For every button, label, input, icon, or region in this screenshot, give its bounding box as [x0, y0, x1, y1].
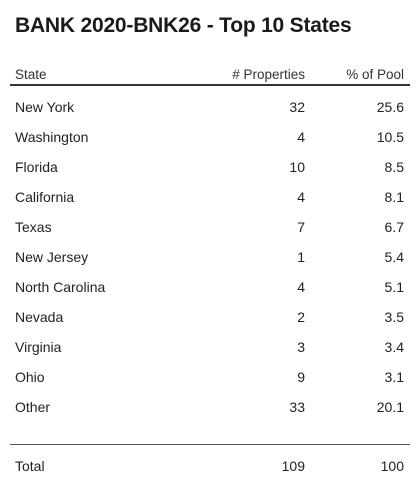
pct-pool-cell: 20.1	[376, 399, 404, 415]
total-label: Total	[15, 458, 45, 474]
state-cell: Other	[15, 399, 51, 415]
properties-cell: 4	[297, 189, 305, 205]
total-properties: 109	[281, 458, 305, 474]
properties-cell: 4	[297, 279, 305, 295]
table-row: Other 33 20.1	[10, 393, 410, 423]
pct-pool-cell: 3.5	[384, 309, 404, 325]
pct-pool-cell: 6.7	[384, 219, 404, 235]
state-cell: New York	[15, 99, 75, 115]
table-header: State # Properties % of Pool	[10, 60, 410, 86]
table-row: North Carolina 4 5.1	[10, 273, 410, 303]
table-row: Florida 10 8.5	[10, 153, 410, 183]
state-cell: Nevada	[15, 309, 64, 325]
state-cell: Florida	[15, 159, 58, 175]
table-row: New York 32 25.6	[10, 93, 410, 123]
pct-pool-cell: 8.5	[384, 159, 404, 175]
properties-cell: 1	[297, 249, 305, 265]
pct-pool-cell: 3.1	[384, 369, 404, 385]
state-cell: Virginia	[15, 339, 62, 355]
header-pct-pool: % of Pool	[346, 67, 404, 82]
pct-pool-cell: 5.4	[384, 249, 404, 265]
pct-pool-cell: 3.4	[384, 339, 404, 355]
page-title: BANK 2020-BNK26 - Top 10 States	[15, 14, 352, 37]
table-row: New Jersey 1 5.4	[10, 243, 410, 273]
total-row: Total 109 100	[10, 452, 410, 482]
table-row: Nevada 2 3.5	[10, 303, 410, 333]
state-cell: New Jersey	[15, 249, 89, 265]
properties-cell: 2	[297, 309, 305, 325]
properties-cell: 9	[297, 369, 305, 385]
state-cell: California	[15, 189, 75, 205]
pct-pool-cell: 5.1	[384, 279, 404, 295]
properties-cell: 3	[297, 339, 305, 355]
table-body: New York 32 25.6 Washington 4 10.5 Flori…	[10, 93, 410, 423]
pct-pool-cell: 8.1	[384, 189, 404, 205]
properties-cell: 10	[289, 159, 305, 175]
table-row: Texas 7 6.7	[10, 213, 410, 243]
properties-cell: 33	[289, 399, 305, 415]
total-divider	[10, 444, 410, 445]
table-row: Washington 4 10.5	[10, 123, 410, 153]
states-table: State # Properties % of Pool New York 32…	[10, 60, 410, 423]
state-cell: Texas	[15, 219, 52, 235]
header-properties: # Properties	[232, 67, 305, 82]
pct-pool-cell: 10.5	[376, 129, 404, 145]
pct-pool-cell: 25.6	[376, 99, 404, 115]
state-cell: Washington	[15, 129, 89, 145]
table-row: California 4 8.1	[10, 183, 410, 213]
properties-cell: 7	[297, 219, 305, 235]
header-state: State	[15, 67, 47, 82]
properties-cell: 32	[289, 99, 305, 115]
properties-cell: 4	[297, 129, 305, 145]
total-pct-pool: 100	[380, 458, 404, 474]
state-cell: North Carolina	[15, 279, 106, 295]
table-row: Ohio 9 3.1	[10, 363, 410, 393]
state-cell: Ohio	[15, 369, 45, 385]
table-row: Virginia 3 3.4	[10, 333, 410, 363]
